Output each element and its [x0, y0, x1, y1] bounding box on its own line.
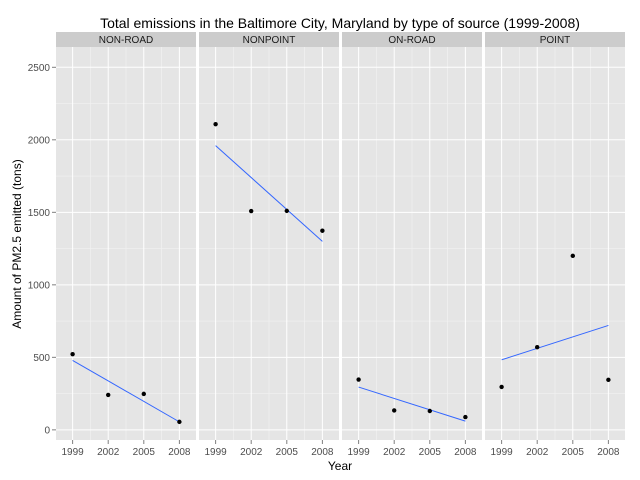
x-tick-label: 2005: [133, 447, 156, 458]
data-point: [606, 377, 611, 383]
facet-panel-point: POINT 1999 2002 2005 2008: [485, 32, 625, 458]
x-tick-label: 2005: [276, 447, 299, 458]
y-tick-label: 2000: [28, 135, 51, 146]
facet-strip: [199, 32, 339, 47]
trend-line: [501, 324, 609, 361]
data-point: [356, 377, 361, 382]
data-point: [499, 384, 504, 390]
trend-line: [215, 145, 323, 242]
facet-strip-label: NONPOINT: [243, 35, 296, 46]
x-axis-label: Year: [328, 459, 352, 473]
y-tick-label: 500: [33, 353, 50, 364]
data-point: [320, 228, 325, 233]
data-point: [535, 344, 540, 350]
x-tick-label: 2005: [562, 447, 585, 458]
x-tick-label: 2002: [97, 447, 120, 458]
x-tick-label: 2008: [168, 447, 191, 458]
trend-line: [72, 359, 180, 423]
x-tick-label: 1999: [61, 447, 84, 458]
data-point: [392, 408, 397, 413]
y-tick-label: 0: [44, 425, 50, 436]
data-point: [177, 419, 182, 425]
facet-strip-label: POINT: [540, 35, 571, 46]
x-tick-label: 2005: [419, 447, 442, 458]
facet-panels: NON-ROAD 1999 2002 2005 2008 NONPOINT 1999 2002…: [56, 32, 625, 458]
data-point: [213, 121, 218, 127]
y-axis: 0 500 1000 1500 2000 2500: [28, 63, 56, 436]
x-tick-label: 2002: [526, 447, 549, 458]
facet-strip-label: ON-ROAD: [388, 35, 435, 46]
facet-strip: [485, 32, 625, 47]
facet-panel-non-road: NON-ROAD 1999 2002 2005 2008: [56, 32, 196, 458]
facet-strip: [342, 32, 482, 47]
x-tick-label: 2008: [597, 447, 620, 458]
trend-line: [358, 386, 466, 422]
facet-strip: [56, 32, 196, 47]
x-tick-label: 1999: [490, 447, 513, 458]
facet-panel-on-road: ON-ROAD 1999 2002 2005 2008: [342, 32, 482, 458]
chart-title: Total emissions in the Baltimore City, M…: [100, 15, 580, 31]
data-point: [249, 208, 254, 214]
data-point: [70, 351, 75, 357]
x-tick-label: 1999: [204, 447, 227, 458]
facet-panel-nonpoint: NONPOINT 1999 2002 2005 2008: [199, 32, 339, 458]
data-point: [463, 414, 468, 420]
y-tick-label: 1500: [28, 208, 51, 219]
data-point: [570, 253, 575, 259]
data-point: [284, 208, 289, 214]
data-point: [427, 408, 432, 414]
y-tick-label: 1000: [28, 280, 51, 291]
data-point: [106, 392, 111, 398]
x-tick-label: 2008: [311, 447, 334, 458]
data-point: [141, 391, 146, 397]
x-tick-label: 2002: [240, 447, 263, 458]
facet-strip-label: NON-ROAD: [99, 35, 153, 46]
x-tick-label: 2002: [383, 447, 406, 458]
x-tick-label: 2008: [454, 447, 477, 458]
y-axis-label: Amount of PM2.5 emitted (tons): [10, 159, 24, 328]
x-tick-label: 1999: [347, 447, 370, 458]
y-tick-label: 2500: [28, 63, 51, 74]
